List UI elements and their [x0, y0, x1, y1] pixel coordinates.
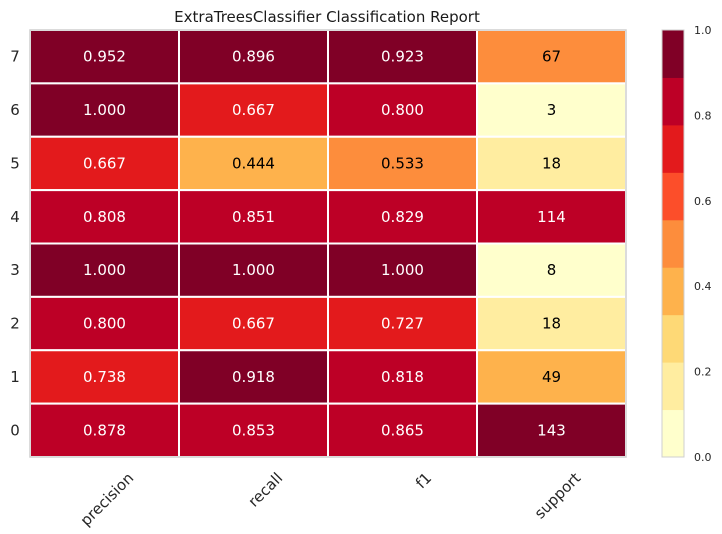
cell-value-label: 1.000: [381, 261, 424, 279]
cell-value-label: 3: [547, 101, 557, 119]
cell-value-label: 0.878: [83, 421, 126, 439]
cell-value-label: 0.865: [381, 421, 424, 439]
x-tick-labels: precision recall f1 support: [77, 469, 585, 530]
heatmap-cell: [178, 242, 329, 298]
colorbar-segment: [662, 409, 684, 458]
cell-value-label: 0.533: [381, 154, 424, 172]
cell-value-label: 1.000: [232, 261, 275, 279]
heatmap-cell: [327, 349, 478, 405]
x-tick-label: f1: [412, 469, 435, 492]
colorbar-tick-label: 1.0: [694, 24, 712, 37]
cell-value-label: 0.800: [381, 101, 424, 119]
y-tick-label: 7: [10, 48, 20, 66]
y-tick-label: 2: [10, 315, 20, 333]
colorbar-segment: [662, 267, 684, 316]
heatmap-cell: [476, 189, 627, 245]
colorbar-segment: [662, 172, 684, 221]
colorbar-segment: [662, 314, 684, 363]
cell-value-label: 49: [542, 368, 561, 386]
cell-value-label: 0.667: [83, 154, 126, 172]
colorbar-tick-label: 0.2: [694, 366, 712, 379]
y-tick-label: 6: [10, 101, 20, 119]
y-tick-label: 5: [10, 154, 20, 172]
y-tick-labels: 7 6 5 4 3 2 1 0: [10, 48, 20, 440]
cell-value-label: 0.918: [232, 368, 275, 386]
heatmap-cell: [29, 295, 180, 352]
cell-value-label: 0.667: [232, 101, 275, 119]
cell-value-label: 18: [542, 315, 561, 333]
heatmap-cell: [476, 349, 627, 405]
heatmap-cell: [29, 402, 180, 458]
colorbar-segment: [662, 124, 684, 173]
cell-value-label: 114: [537, 208, 566, 226]
cell-value-label: 0.923: [381, 48, 424, 66]
heatmap-cell: [327, 295, 478, 352]
colorbar-segment: [662, 362, 684, 411]
cell-value-label: 0.896: [232, 48, 275, 66]
heatmap-cell: [476, 242, 627, 298]
heatmap-cell: [178, 29, 329, 85]
colorbar-tick-label: 0.6: [694, 195, 712, 208]
x-tick-label: precision: [77, 469, 138, 530]
y-tick-label: 1: [10, 368, 20, 386]
cell-value-label: 0.829: [381, 208, 424, 226]
colorbar-segment: [662, 30, 684, 78]
heatmap-cell: [476, 135, 627, 192]
heatmap-cell: [476, 82, 627, 138]
colorbar: 0.0 0.2 0.4 0.6 0.8 1.0: [661, 24, 712, 464]
cell-value-label: 0.444: [232, 154, 275, 172]
cell-value-label: 0.800: [83, 315, 126, 333]
colorbar-tick-label: 0.8: [694, 109, 712, 122]
chart-title: ExtraTreesClassifier Classification Repo…: [174, 8, 480, 26]
colorbar-segment: [662, 77, 684, 126]
colorbar-segment: [662, 219, 684, 268]
cell-value-label: 0.818: [381, 368, 424, 386]
cell-value-label: 18: [542, 154, 561, 172]
cell-value-label: 0.738: [83, 368, 126, 386]
cell-value-label: 143: [537, 421, 566, 439]
heatmap-cell: [178, 82, 329, 138]
cell-value-label: 0.853: [232, 421, 275, 439]
plot-frame: [29, 29, 627, 458]
cell-value-label: 0.727: [381, 315, 424, 333]
cell-value-label: 0.851: [232, 208, 275, 226]
heatmap-cell: [327, 402, 478, 458]
cell-value-label: 67: [542, 48, 561, 66]
y-tick-label: 4: [10, 208, 20, 226]
heatmap-cells: 0.952 0.896 0.923 67 1.000 0.667 0.800 3 0.667 0.…: [29, 29, 627, 458]
cell-value-label: 0.667: [232, 315, 275, 333]
colorbar-frame: [661, 29, 685, 458]
colorbar-tick-label: 0.4: [694, 280, 712, 293]
x-tick-label: support: [531, 469, 585, 523]
heatmap-cell: [178, 135, 329, 192]
heatmap-cell: [178, 189, 329, 245]
cell-value-label: 1.000: [83, 261, 126, 279]
x-tick-label: recall: [245, 469, 287, 511]
cell-value-label: 1.000: [83, 101, 126, 119]
cell-value-label: 0.952: [83, 48, 126, 66]
y-tick-label: 3: [10, 261, 20, 279]
heatmap-cell: [178, 295, 329, 352]
cell-value-label: 0.808: [83, 208, 126, 226]
colorbar-tick-label: 0.0: [694, 451, 712, 464]
y-tick-label: 0: [10, 421, 20, 439]
cell-value-label: 8: [547, 261, 557, 279]
heatmap-cell: [327, 242, 478, 298]
